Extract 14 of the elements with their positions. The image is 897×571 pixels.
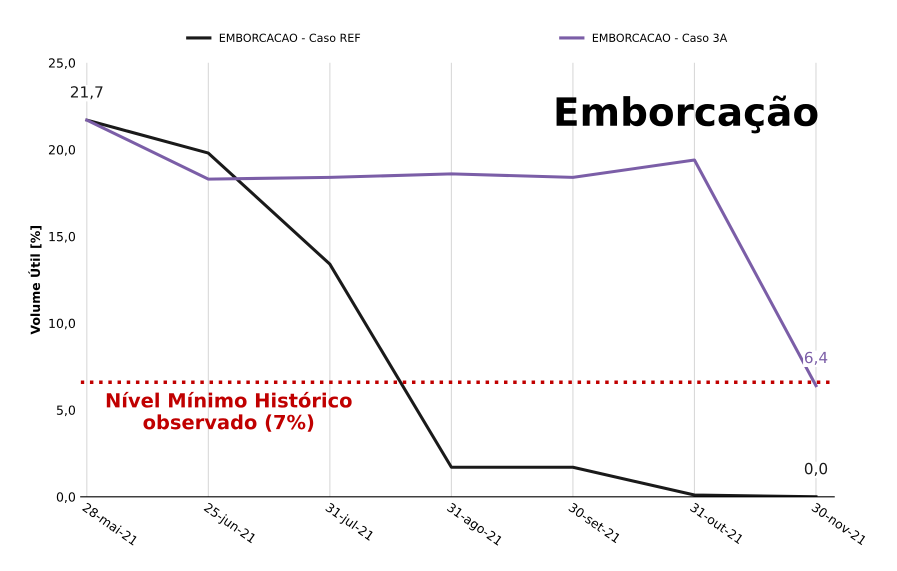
data-label: 21,7 [70, 86, 103, 100]
y-tick-label: 25,0 [48, 58, 76, 70]
data-label: 6,4 [804, 352, 828, 365]
data-label: 0,0 [804, 462, 828, 476]
legend-label: EMBORCACAO - Caso 3A [592, 34, 728, 42]
y-tick-label: 15,0 [49, 232, 76, 243]
legend-label: EMBORCACAO - Caso REF [220, 34, 360, 42]
y-axis-title: Volume Útil [%] [28, 226, 42, 335]
ref-line-label: Nível Mínimo Histórico observado (7%) [106, 392, 352, 432]
y-tick-label: 5,0 [56, 405, 76, 416]
text: Emborcação [556, 95, 818, 134]
y-tick-label: 20,0 [48, 145, 76, 156]
y-tick-label: 0,0 [56, 492, 76, 503]
y-tick-label: 10,0 [49, 318, 76, 330]
